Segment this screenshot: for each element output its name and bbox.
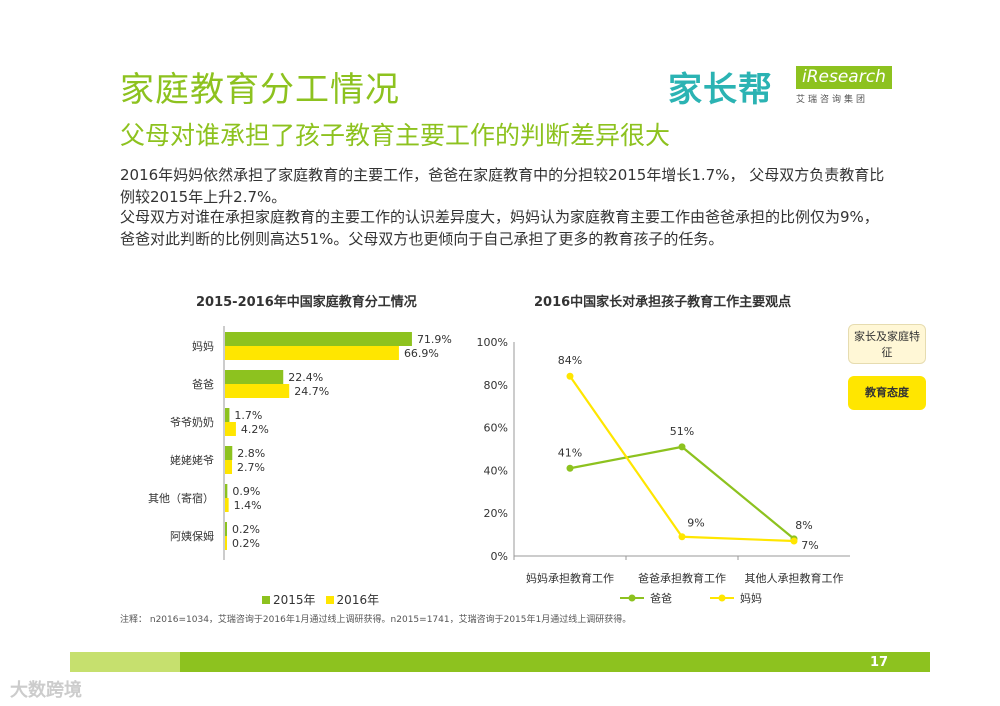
bar-category-label: 爷爷奶奶 (170, 415, 214, 429)
legend-item-2016: 2016年 (325, 591, 380, 608)
bar-value-label: 2.8% (237, 447, 265, 460)
footer-bar (70, 652, 930, 672)
bar-value-label: 0.2% (232, 523, 260, 536)
line-x-tick-label: 爸爸承担教育工作 (638, 571, 726, 585)
bar-chart-title: 2015-2016年中国家庭教育分工情况 (196, 295, 417, 310)
bar-value-label: 0.2% (232, 537, 260, 550)
line-chart: 0% 20% 40% 60% 80% 100% 妈妈承担教育工作 爸爸承担教育工作 其他人承担教… (477, 336, 850, 605)
legend-swatch-icon (262, 595, 270, 604)
bar-2016 (225, 422, 236, 436)
watermark: 大数跨境 (10, 680, 82, 701)
page-number: 17 (870, 655, 889, 670)
legend-label: 2015年 (273, 593, 316, 607)
bar-value-label: 71.9% (417, 333, 452, 346)
logo-en: iResearch (796, 66, 892, 89)
line-chart-title: 2016中国家长对承担孩子教育工作主要观点 (534, 295, 792, 310)
summary-paragraph-2: 父母双方对谁在承担家庭教育的主要工作的认识差异度大，妈妈认为家庭教育主要工作由爸… (120, 208, 879, 248)
legend-label: 2016年 (336, 593, 380, 607)
bar-category-label: 妈妈 (192, 339, 214, 353)
bar-2016 (225, 346, 399, 360)
page-subtitle: 父母对谁承担了孩子教育主要工作的判断差异很大 (120, 121, 671, 150)
line-x-tick-label: 其他人承担教育工作 (745, 571, 844, 585)
bar-value-label: 66.9% (404, 347, 439, 360)
line-data-label: 51% (670, 425, 694, 438)
bar-2016 (225, 460, 233, 474)
bar-2015 (225, 446, 233, 460)
summary-paragraph-1: 2016年妈妈依然承担了家庭教育的主要工作，爸爸在家庭教育中的分担较2015年增… (120, 166, 885, 206)
line-data-label: 84% (558, 354, 582, 367)
line-y-tick-label: 80% (484, 379, 508, 392)
line-data-label: 7% (801, 539, 818, 552)
legend-swatch-icon (325, 595, 334, 604)
bar-2016 (225, 384, 290, 398)
bar-2015 (225, 332, 412, 346)
bar-value-label: 1.7% (234, 409, 262, 422)
line-y-tick-label: 40% (484, 464, 508, 477)
line-data-label: 8% (795, 519, 812, 532)
bar-value-label: 1.4% (234, 499, 262, 512)
bar-2015 (225, 370, 284, 384)
logo: 家长帮 iResearch 艾瑞咨询集团 (668, 62, 892, 110)
bar-category-label: 爸爸 (192, 378, 214, 391)
bar-chart: 妈妈 71.9%66.9% 爸爸 22.4%24.7% 爷爷奶奶 1.7%4.2% 姥姥姥爷… (148, 326, 452, 560)
line-y-tick-label: 100% (477, 336, 508, 349)
line-point (678, 533, 686, 541)
bar-category-label: 其他（寄宿） (148, 491, 214, 505)
footer-accent (70, 652, 180, 672)
bar-value-label: 0.9% (232, 485, 260, 498)
line-y-tick-label: 0% (491, 550, 508, 563)
line-data-label: 9% (687, 517, 704, 530)
footnote: 注释： n2016=1034，艾瑞咨询于2016年1月通过线上调研获得。n201… (120, 615, 632, 625)
bar-value-label: 22.4% (288, 371, 323, 384)
legend-item-2015: 2015年 (262, 591, 316, 608)
line-y-tick-label: 60% (484, 422, 508, 435)
line-point (790, 537, 798, 545)
line-series-mother (569, 375, 795, 543)
bar-value-label: 4.2% (241, 423, 269, 436)
bar-value-label: 2.7% (237, 461, 265, 474)
bar-2015 (225, 408, 230, 422)
bar-legend: 2015年 2016年 (262, 591, 379, 608)
bar-2016 (225, 498, 229, 512)
line-series-father (569, 445, 795, 540)
line-x-tick-label: 妈妈承担教育工作 (526, 571, 614, 585)
line-legend-marker-icon (628, 594, 636, 602)
line-point (566, 464, 574, 472)
line-legend-marker-icon (718, 594, 726, 602)
bar-value-label: 24.7% (294, 385, 329, 398)
side-tag-attitude[interactable]: 教育态度 (848, 376, 926, 410)
bar-2016 (225, 536, 227, 550)
line-legend-label: 妈妈 (740, 591, 762, 605)
line-data-label: 41% (558, 446, 582, 459)
bar-2015 (225, 484, 228, 498)
line-point (566, 372, 574, 380)
bar-2015 (225, 522, 227, 536)
bar-category-label: 阿姨保姆 (170, 529, 214, 543)
line-y-tick-label: 20% (484, 507, 508, 520)
logo-cn: 家长帮 (668, 70, 773, 110)
line-point (678, 443, 686, 451)
bar-category-label: 姥姥姥爷 (170, 453, 214, 467)
logo-sub: 艾瑞咨询集团 (796, 95, 869, 105)
line-legend-label: 爸爸 (650, 592, 672, 605)
page-title: 家庭教育分工情况 (120, 70, 400, 110)
side-tag-family[interactable]: 家长及家庭特征 (848, 324, 926, 364)
